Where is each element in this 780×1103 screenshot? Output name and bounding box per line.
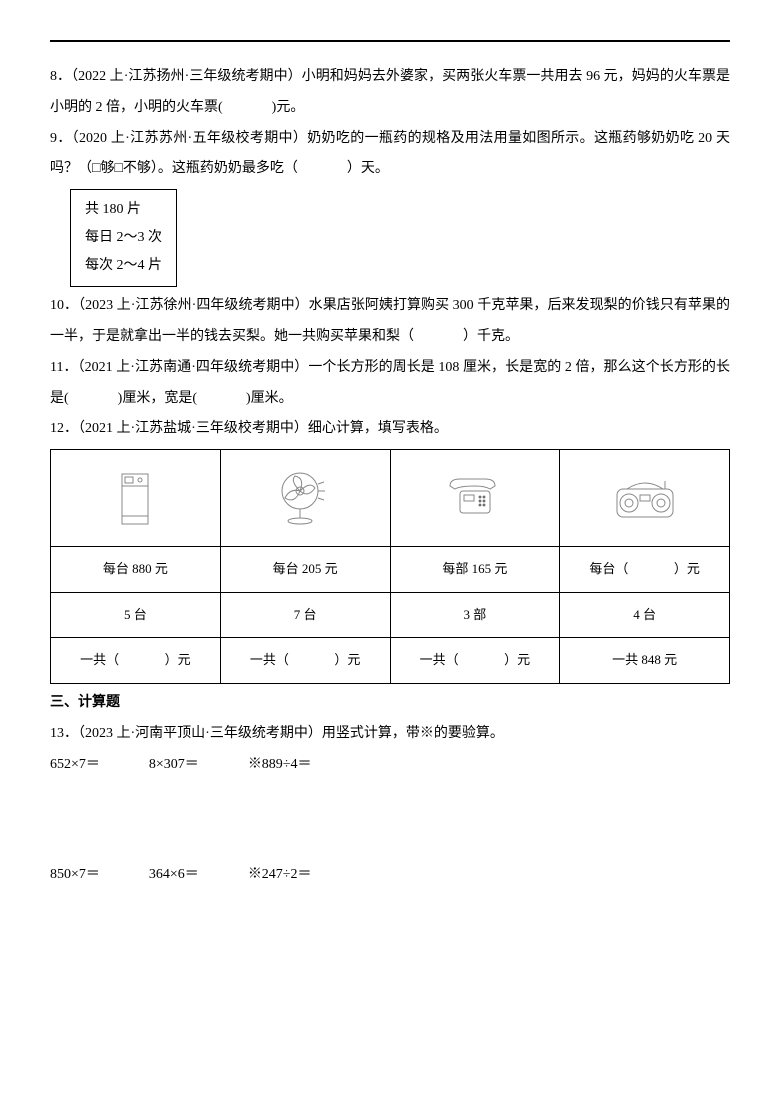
- question-10: 10．（2023 上·江苏徐州·四年级统考期中）水果店张阿姨打算购买 300 千…: [50, 291, 730, 353]
- calc-space-1: [50, 780, 730, 860]
- calc-4: 850×7＝: [50, 867, 100, 882]
- section-3-title: 三、计算题: [50, 688, 730, 719]
- q9-text1: 9．（2020 上·江苏苏州·五年级校考期中）奶奶吃的一瓶药的规格及用法用量如图…: [50, 131, 730, 177]
- q9-text2: ）天。: [347, 161, 389, 176]
- q10-text2: ）千克。: [463, 329, 519, 344]
- fan-icon: [220, 450, 390, 547]
- q13-line2: 850×7＝ 364×6＝ ※247÷2＝: [50, 860, 730, 891]
- q11-text3: )厘米。: [246, 391, 293, 406]
- table-image-row: [51, 450, 730, 547]
- t2-pre: 一共（: [250, 652, 289, 667]
- q10-text1: 10．（2023 上·江苏徐州·四年级统考期中）水果店张阿姨打算购买 300 千…: [50, 298, 730, 344]
- washing-machine-icon: [51, 450, 221, 547]
- total-cell-1: 一共（ ）元: [51, 638, 221, 684]
- question-11: 11．（2021 上·江苏南通·四年级统考期中）一个长方形的周长是 108 厘米…: [50, 353, 730, 415]
- medicine-box: 共 180 片 每日 2～3 次 每次 2～4 片: [70, 189, 177, 287]
- q11-blank1: [72, 384, 114, 415]
- calc-3: ※889÷4＝: [248, 757, 312, 772]
- box-line2: 每日 2～3 次: [85, 224, 162, 252]
- sp: [103, 867, 145, 882]
- q8-text2: )元。: [272, 100, 305, 115]
- question-12: 12．（2021 上·江苏盐城·三年级校考期中）细心计算，填写表格。: [50, 414, 730, 445]
- q11-blank2: [201, 384, 243, 415]
- q11-text2: )厘米，宽是(: [118, 391, 197, 406]
- t3-pre: 一共（: [420, 652, 459, 667]
- t2-blank: [292, 646, 331, 675]
- q13-line1: 652×7＝ 8×307＝ ※889÷4＝: [50, 750, 730, 781]
- calc-6: ※247÷2＝: [248, 867, 312, 882]
- price-table: 每台 880 元 每台 205 元 每部 165 元 每台（ ）元 5 台 7 …: [50, 449, 730, 684]
- t3-post: ）元: [504, 652, 530, 667]
- sp: [202, 757, 244, 772]
- t2-post: ）元: [334, 652, 360, 667]
- q9-blank: [301, 154, 343, 185]
- price4-blank: [632, 555, 671, 584]
- t1-pre: 一共（: [80, 652, 119, 667]
- t3-blank: [462, 646, 501, 675]
- question-13: 13．（2023 上·河南平顶山·三年级统考期中）用竖式计算，带※的要验算。: [50, 719, 730, 750]
- page-top-rule: [50, 40, 730, 42]
- question-8: 8．（2022 上·江苏扬州·三年级统考期中）小明和妈妈去外婆家，买两张火车票一…: [50, 62, 730, 124]
- calc-2: 8×307＝: [149, 757, 199, 772]
- qty-cell-1: 5 台: [51, 592, 221, 638]
- t1-blank: [122, 646, 161, 675]
- sp: [103, 757, 145, 772]
- q8-text1: 8．（2022 上·江苏扬州·三年级统考期中）小明和妈妈去外婆家，买两张火车票一…: [50, 69, 730, 115]
- table-total-row: 一共（ ）元 一共（ ）元 一共（ ）元 一共 848 元: [51, 638, 730, 684]
- q10-blank: [418, 322, 460, 353]
- total-cell-2: 一共（ ）元: [220, 638, 390, 684]
- total-cell-4: 一共 848 元: [560, 638, 730, 684]
- calc-1: 652×7＝: [50, 757, 100, 772]
- telephone-icon: [390, 450, 560, 547]
- q8-blank: [226, 93, 268, 124]
- table-qty-row: 5 台 7 台 3 部 4 台: [51, 592, 730, 638]
- price-cell-2: 每台 205 元: [220, 547, 390, 593]
- box-line1: 共 180 片: [85, 196, 162, 224]
- calc-5: 364×6＝: [149, 867, 199, 882]
- price4-post: ）元: [674, 561, 700, 576]
- price-cell-3: 每部 165 元: [390, 547, 560, 593]
- t1-post: ）元: [165, 652, 191, 667]
- box-line3: 每次 2～4 片: [85, 252, 162, 280]
- question-9: 9．（2020 上·江苏苏州·五年级校考期中）奶奶吃的一瓶药的规格及用法用量如图…: [50, 124, 730, 186]
- price-cell-1: 每台 880 元: [51, 547, 221, 593]
- boombox-icon: [560, 450, 730, 547]
- price4-pre: 每台（: [589, 561, 628, 576]
- qty-cell-2: 7 台: [220, 592, 390, 638]
- price-cell-4: 每台（ ）元: [560, 547, 730, 593]
- qty-cell-4: 4 台: [560, 592, 730, 638]
- total-cell-3: 一共（ ）元: [390, 638, 560, 684]
- sp: [202, 867, 244, 882]
- table-price-row: 每台 880 元 每台 205 元 每部 165 元 每台（ ）元: [51, 547, 730, 593]
- qty-cell-3: 3 部: [390, 592, 560, 638]
